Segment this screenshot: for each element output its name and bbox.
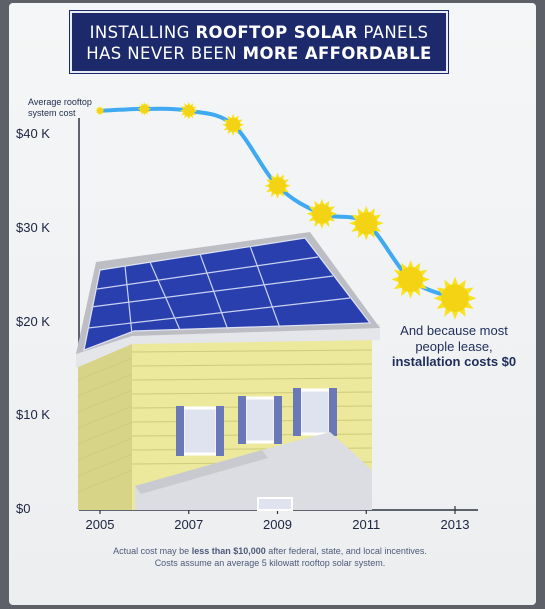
porch-roof — [135, 432, 372, 510]
sun-marker — [179, 101, 198, 120]
series-label: Average rooftop system cost — [28, 97, 120, 119]
lease-annotation: And because most people lease, installat… — [374, 323, 534, 370]
x-tick-label: 2009 — [263, 517, 292, 532]
house-with-solar-panels — [76, 232, 380, 511]
sun-marker — [349, 206, 384, 241]
title-line-2: HAS NEVER BEEN MORE AFFORDABLE — [72, 43, 446, 64]
title-emphasis: ROOFTOP SOLAR — [195, 23, 358, 42]
footnote-line-2: Costs assume an average 5 kilowatt rooft… — [154, 558, 386, 568]
y-tick-label: $40 K — [16, 126, 50, 142]
solar-panel-array — [83, 237, 372, 351]
sun-marker — [433, 276, 477, 320]
title-text: HAS NEVER BEEN — [86, 44, 243, 63]
footnote-text: after federal, state, and local incentiv… — [265, 546, 427, 556]
x-tick-label: 2007 — [174, 517, 204, 532]
sun-marker — [137, 102, 152, 116]
footnote-line-1: Actual cost may be less than $10,000 aft… — [40, 545, 500, 557]
annotation-line: people lease, — [415, 338, 493, 354]
x-tick-label: 2011 — [352, 517, 381, 532]
y-tick-label: $20 K — [16, 313, 50, 329]
series-name: Average rooftop system cost — [28, 97, 92, 118]
sun-marker — [264, 172, 291, 199]
annotation-emphasis: installation costs $0 — [391, 354, 517, 369]
sun-marker — [306, 198, 337, 229]
title-text: INSTALLING — [89, 23, 196, 42]
house-side-wall — [78, 340, 132, 510]
annotation-line: installation costs $0 — [374, 354, 534, 370]
y-tick-label: $30 K — [16, 219, 50, 235]
title-banner: INSTALLING ROOFTOP SOLAR PANELS HAS NEVE… — [69, 10, 449, 74]
title-emphasis: MORE AFFORDABLE — [242, 44, 432, 63]
x-tick-label: 2013 — [440, 517, 470, 532]
solar-panel-grid — [87, 245, 351, 335]
footnote-text: Actual cost may be — [113, 546, 192, 556]
x-tick-label: 2005 — [85, 517, 115, 532]
annotation-line: And because most — [400, 323, 508, 338]
sun-marker — [95, 106, 105, 116]
y-tick-label: $0 — [16, 501, 31, 516]
y-tick-label: $10 K — [16, 407, 50, 423]
footnote-emphasis: less than $10,000 — [191, 546, 266, 556]
sun-marker — [222, 113, 245, 136]
sun-marker — [391, 260, 430, 299]
data-markers — [95, 101, 477, 320]
lower-window — [257, 497, 293, 511]
title-line-1: INSTALLING ROOFTOP SOLAR PANELS — [72, 22, 446, 43]
footnote: Actual cost may be less than $10,000 aft… — [40, 545, 500, 569]
upper-windows — [176, 388, 337, 456]
title-text: PANELS — [357, 23, 429, 42]
